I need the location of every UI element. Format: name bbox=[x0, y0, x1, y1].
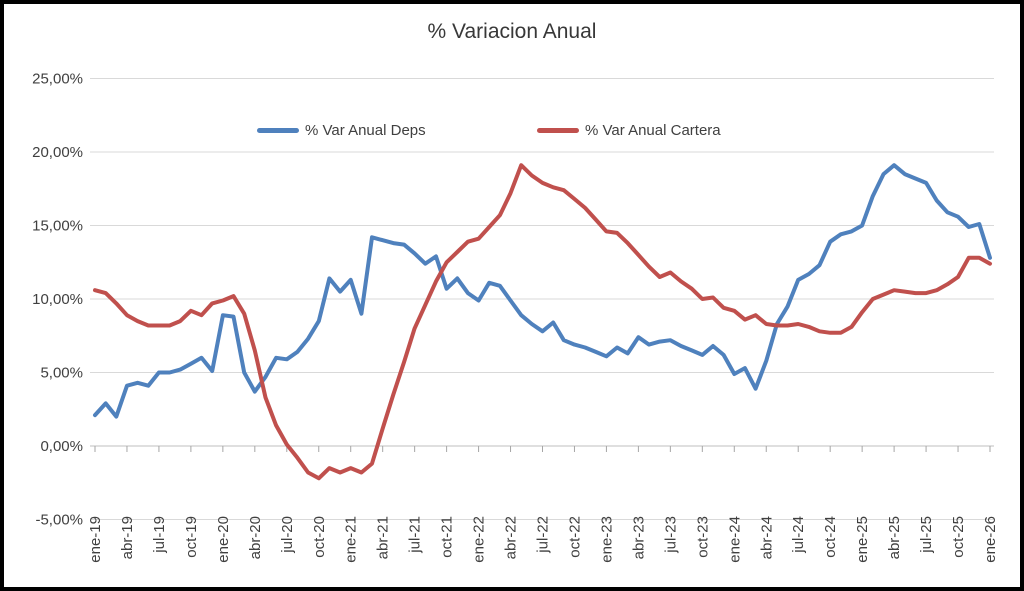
chart-title: % Variacion Anual bbox=[427, 20, 597, 43]
x-axis-tick-label: abr-20 bbox=[247, 516, 264, 559]
x-axis-tick-label: jul-23 bbox=[662, 516, 679, 554]
x-axis-tick-label: abr-23 bbox=[630, 516, 647, 559]
x-axis-tick-label: abr-22 bbox=[503, 516, 520, 559]
legend-item-deps: % Var Anual Deps bbox=[257, 121, 426, 139]
x-axis-tick-label: oct-23 bbox=[694, 516, 711, 558]
x-axis-tick-label: abr-21 bbox=[375, 516, 392, 559]
x-axis-tick-label: oct-24 bbox=[822, 516, 839, 558]
y-axis-tick-label: 5,00% bbox=[40, 365, 83, 382]
x-axis-tick-label: oct-22 bbox=[566, 516, 583, 558]
plot-area: 25,00% 20,00% 15,00% 10,00% 5,00% 0,00% -5,00%… bbox=[32, 71, 999, 563]
x-axis-tick-label: abr-25 bbox=[886, 516, 903, 559]
x-axis-tick-label: abr-19 bbox=[119, 516, 136, 559]
x-axis-tick-label: jul-22 bbox=[535, 516, 552, 554]
x-axis-tick-label: oct-20 bbox=[311, 516, 328, 558]
x-axis-tick-label: ene-19 bbox=[87, 516, 104, 563]
x-axis-tick-label: jul-20 bbox=[279, 516, 296, 554]
x-axis-tick-label: ene-23 bbox=[598, 516, 615, 563]
series-line-deps bbox=[93, 163, 992, 419]
x-axis-tick-label: abr-24 bbox=[758, 516, 775, 559]
legend-label-cartera: % Var Anual Cartera bbox=[585, 121, 721, 139]
x-axis-tick-label: ene-20 bbox=[215, 516, 232, 563]
legend-item-cartera: % Var Anual Cartera bbox=[537, 121, 721, 139]
x-axis-tick-label: oct-21 bbox=[439, 516, 456, 558]
x-axis-tick-label: jul-19 bbox=[151, 516, 168, 554]
x-axis-tick-label: jul-25 bbox=[918, 516, 935, 554]
y-axis-tick-label: 0,00% bbox=[40, 438, 83, 455]
x-axis-tick-label: jul-21 bbox=[407, 516, 424, 554]
x-axis-tick-label: oct-25 bbox=[950, 516, 967, 558]
x-axis-tick-label: ene-25 bbox=[854, 516, 871, 563]
series-line-cartera bbox=[93, 163, 992, 481]
y-axis-tick-label: -5,00% bbox=[35, 512, 83, 529]
legend-line-cartera-icon bbox=[537, 127, 579, 133]
x-axis-tick-label: oct-19 bbox=[183, 516, 200, 558]
legend-label-deps: % Var Anual Deps bbox=[305, 121, 426, 139]
x-axis-tick-label: ene-21 bbox=[343, 516, 360, 563]
legend-line-deps-icon bbox=[257, 127, 299, 133]
x-axis-tick-label: jul-24 bbox=[790, 516, 807, 554]
y-axis-tick-label: 20,00% bbox=[32, 144, 83, 161]
x-axis-tick-label: ene-24 bbox=[726, 516, 743, 563]
y-axis-tick-label: 15,00% bbox=[32, 218, 83, 235]
y-axis-tick-label: 10,00% bbox=[32, 291, 83, 308]
y-axis-tick-label: 25,00% bbox=[32, 71, 83, 88]
x-axis-tick-label: ene-26 bbox=[982, 516, 999, 563]
x-axis-tick-label: ene-22 bbox=[471, 516, 488, 563]
